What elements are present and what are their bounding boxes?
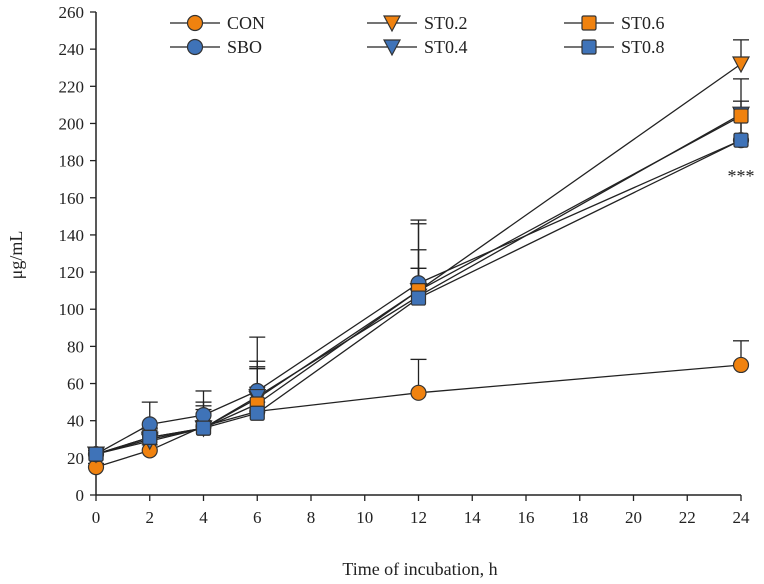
data-point-st08 bbox=[195, 420, 212, 436]
y-tick-label: 40 bbox=[67, 412, 84, 431]
data-point-st08 bbox=[88, 446, 104, 462]
data-point-st08 bbox=[249, 405, 265, 421]
legend-label: CON bbox=[227, 13, 265, 33]
series-line-sbo bbox=[95, 139, 742, 455]
y-tick-label: 120 bbox=[59, 263, 85, 282]
significance-annotation: *** bbox=[728, 166, 755, 186]
legend-label: ST0.2 bbox=[424, 13, 468, 33]
data-point-sbo bbox=[141, 416, 158, 433]
y-tick-label: 220 bbox=[59, 77, 85, 96]
legend-marker bbox=[383, 15, 401, 33]
data-point-st08 bbox=[410, 290, 427, 306]
x-tick-label: 2 bbox=[146, 508, 155, 527]
y-tick-label: 200 bbox=[59, 114, 85, 133]
legend-label: ST0.4 bbox=[424, 37, 468, 57]
y-tick-label: 140 bbox=[59, 226, 85, 245]
legend: CON SBO ST0.2 ST0.4 ST0.6 ST0.8 bbox=[170, 13, 665, 57]
x-tick-label: 20 bbox=[625, 508, 642, 527]
legend-label: ST0.8 bbox=[621, 37, 665, 57]
x-tick-label: 18 bbox=[571, 508, 588, 527]
data-point-st02 bbox=[731, 56, 751, 74]
legend-marker bbox=[581, 39, 597, 55]
x-axis-label: Time of incubation, h bbox=[342, 559, 497, 579]
x-tick-label: 0 bbox=[92, 508, 101, 527]
y-tick-label: 0 bbox=[76, 486, 85, 505]
series-line-con bbox=[95, 364, 742, 468]
series-line-st08 bbox=[95, 139, 742, 455]
y-tick-label: 80 bbox=[67, 337, 84, 356]
data-point-st08 bbox=[142, 429, 158, 446]
series-line-st04 bbox=[95, 113, 742, 455]
data-point-st06 bbox=[733, 108, 749, 124]
legend-label: ST0.6 bbox=[621, 13, 665, 33]
y-tick-label: 160 bbox=[59, 189, 85, 208]
y-axis-label: μg/mL bbox=[6, 231, 26, 280]
legend-marker bbox=[581, 15, 597, 31]
x-tick-label: 6 bbox=[253, 508, 262, 527]
x-tick-label: 10 bbox=[356, 508, 373, 527]
x-tick-label: 14 bbox=[464, 508, 482, 527]
series-lines bbox=[87, 39, 751, 476]
y-tick-label: 180 bbox=[59, 152, 85, 171]
x-tick-label: 12 bbox=[410, 508, 427, 527]
x-tick-label: 24 bbox=[733, 508, 751, 527]
series-line-st02 bbox=[95, 63, 742, 455]
legend-label: SBO bbox=[227, 37, 262, 57]
y-tick-label: 240 bbox=[59, 40, 85, 59]
legend-marker bbox=[186, 14, 204, 32]
legend-marker bbox=[383, 39, 401, 57]
y-tick-label: 260 bbox=[59, 3, 85, 22]
data-point-con bbox=[410, 384, 427, 401]
y-tick-label: 60 bbox=[67, 375, 84, 394]
y-tick-label: 100 bbox=[59, 300, 85, 319]
x-tick-label: 4 bbox=[199, 508, 208, 527]
legend-marker bbox=[186, 38, 204, 56]
data-point-sbo bbox=[195, 407, 212, 424]
y-tick-label: 20 bbox=[67, 449, 84, 468]
data-point-st08 bbox=[733, 132, 749, 148]
x-tick-label: 22 bbox=[679, 508, 696, 527]
x-tick-label: 16 bbox=[518, 508, 535, 527]
x-tick-label: 8 bbox=[307, 508, 316, 527]
data-point-con bbox=[732, 356, 750, 374]
